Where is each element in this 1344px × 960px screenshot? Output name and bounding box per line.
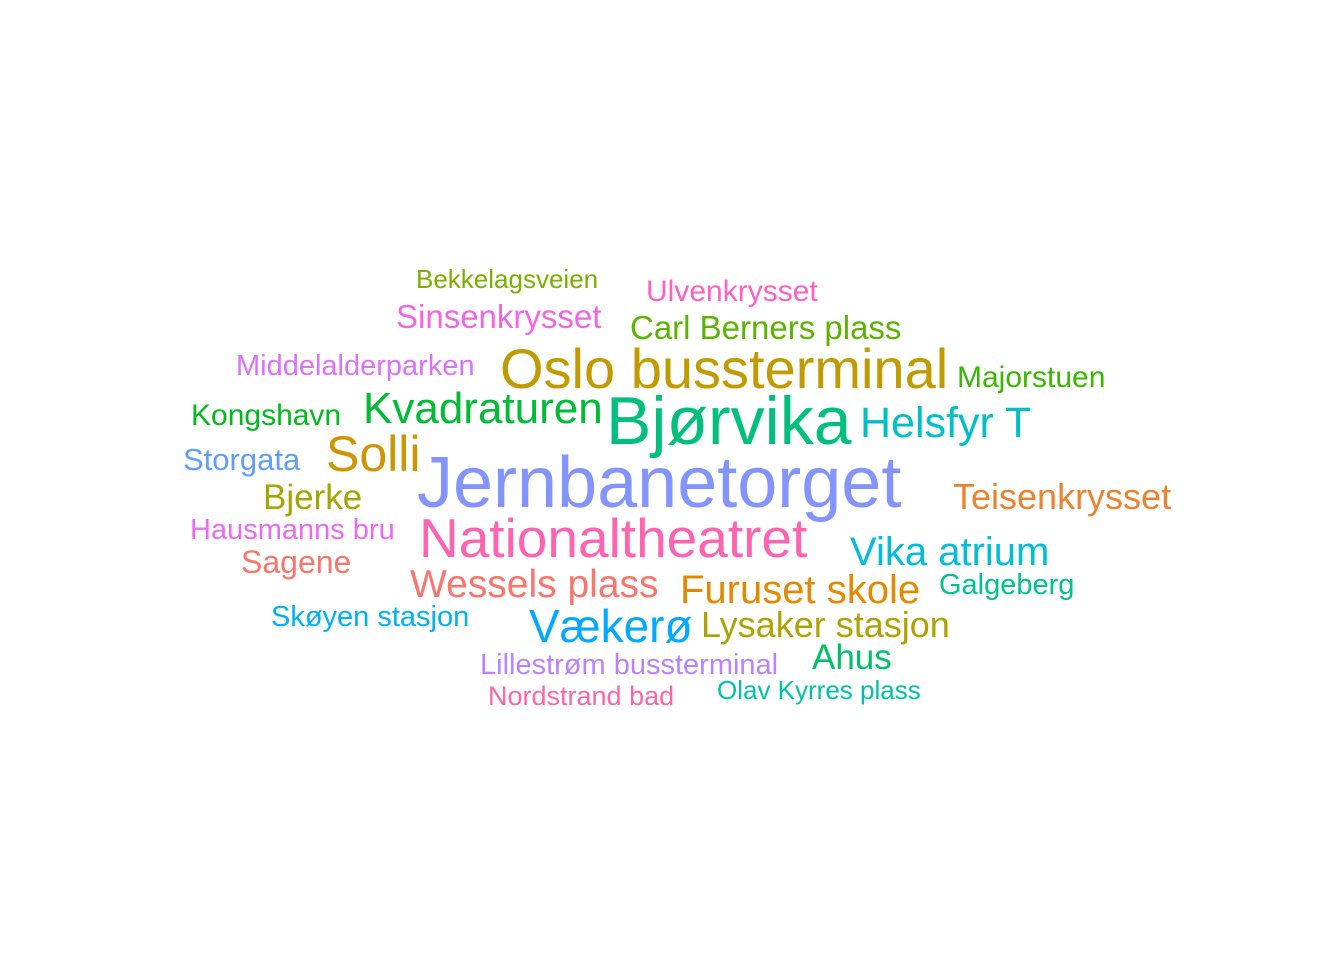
word-oslo-bussterminal: Oslo bussterminal <box>500 337 949 400</box>
word-wessels-plass: Wessels plass <box>410 563 659 606</box>
word-helsfyr-t: Helsfyr T <box>860 399 1032 447</box>
word-hausmanns-bru: Hausmanns bru <box>190 514 395 546</box>
word-storgata: Storgata <box>183 442 301 477</box>
word-furuset-skole: Furuset skole <box>680 568 921 612</box>
word-carl-berners-plass: Carl Berners plass <box>630 309 902 346</box>
word-kongshavn: Kongshavn <box>191 399 342 432</box>
word-sagene: Sagene <box>241 544 352 580</box>
word-sinsenkrysset: Sinsenkrysset <box>396 298 602 335</box>
word-galgeberg: Galgeberg <box>939 569 1075 601</box>
word-majorstuen: Majorstuen <box>957 361 1106 394</box>
word-lillestrom-bussterminal: Lillestrøm bussterminal <box>480 649 779 681</box>
word-middelalderparken: Middelalderparken <box>236 350 475 382</box>
word-nordstrand-bad: Nordstrand bad <box>488 681 675 711</box>
word-ahus: Ahus <box>812 638 892 677</box>
word-ulvenkrysset: Ulvenkrysset <box>646 275 818 308</box>
word-bjerke: Bjerke <box>263 478 363 517</box>
word-solli: Solli <box>326 426 421 482</box>
word-skoyen-stasjon: Skøyen stasjon <box>271 601 470 633</box>
word-nationaltheatret: Nationaltheatret <box>419 507 808 569</box>
word-lysaker-stasjon: Lysaker stasjon <box>701 604 950 645</box>
word-olav-kyrres-plass: Olav Kyrres plass <box>717 675 921 705</box>
word-teisenkrysset: Teisenkrysset <box>953 476 1172 517</box>
word-vika-atrium: Vika atrium <box>850 530 1050 574</box>
word-bjorvika: Bjørvika <box>606 383 852 459</box>
word-kvadraturen: Kvadraturen <box>363 384 603 433</box>
word-vakero: Vækerø <box>529 600 693 652</box>
word-jernbanetorget: Jernbanetorget <box>417 443 902 523</box>
word-bekkelagsveien: Bekkelagsveien <box>416 264 599 294</box>
